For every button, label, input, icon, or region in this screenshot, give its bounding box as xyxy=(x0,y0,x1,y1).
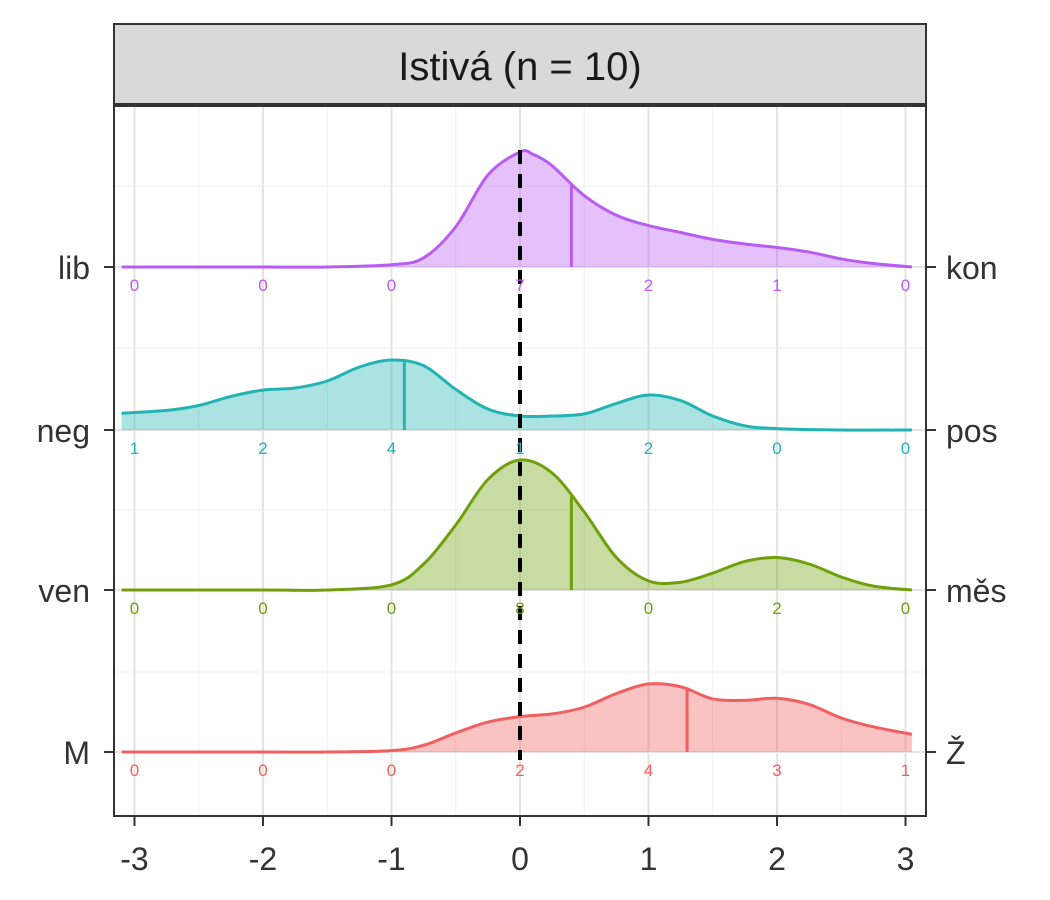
count-label: 2 xyxy=(515,761,524,780)
x-tick-label: -3 xyxy=(120,841,148,877)
count-label: 4 xyxy=(644,761,653,780)
count-label: 0 xyxy=(387,276,396,295)
y-tick-label-right: kon xyxy=(946,250,998,286)
x-tick-label: -1 xyxy=(377,841,405,877)
count-label: 0 xyxy=(387,761,396,780)
density-area xyxy=(121,459,912,591)
count-label: 7 xyxy=(515,276,524,295)
count-label: 0 xyxy=(258,599,267,618)
count-label: 0 xyxy=(901,276,910,295)
y-tick-label-right: Ž xyxy=(946,735,966,771)
count-label: 0 xyxy=(258,276,267,295)
x-tick-label: 3 xyxy=(897,841,915,877)
count-label: 0 xyxy=(130,761,139,780)
density-curve xyxy=(121,682,913,754)
x-tick-label: 0 xyxy=(511,841,529,877)
y-tick-label-left: ven xyxy=(38,573,90,609)
count-label: 2 xyxy=(772,599,781,618)
density-curve xyxy=(121,149,913,269)
count-label: 0 xyxy=(901,599,910,618)
y-tick-label-left: lib xyxy=(58,250,90,286)
count-label: 1 xyxy=(772,276,781,295)
axis-layer: lib kon neg pos ven měs M Ž -3 -2 -1 0 1 2 3 xyxy=(37,250,1007,877)
y-tick-label-right: měs xyxy=(946,573,1006,609)
count-label: 2 xyxy=(644,439,653,458)
count-label-layer: 0 0 0 7 2 1 0 1 2 4 1 2 0 0 0 0 0 8 0 2 0 0 0 0 2 4 3 1 xyxy=(130,276,910,780)
count-label: 0 xyxy=(772,439,781,458)
count-label: 1 xyxy=(901,761,910,780)
strip-background xyxy=(113,23,927,105)
count-label: 1 xyxy=(515,439,524,458)
x-tick-label: 2 xyxy=(768,841,786,877)
count-label: 3 xyxy=(772,761,781,780)
y-tick-label-left: neg xyxy=(37,413,90,449)
x-tick-label: -2 xyxy=(249,841,277,877)
strip-title: Istivá (n = 10) xyxy=(398,45,641,89)
ridge-layer xyxy=(121,149,913,754)
count-label: 2 xyxy=(258,439,267,458)
count-label: 0 xyxy=(901,439,910,458)
count-label: 4 xyxy=(387,439,396,458)
density-curve xyxy=(121,358,912,432)
density-area xyxy=(121,359,912,431)
y-tick-label-right: pos xyxy=(946,413,998,449)
count-label: 0 xyxy=(130,276,139,295)
count-label: 0 xyxy=(387,599,396,618)
count-label: 8 xyxy=(515,599,524,618)
count-label: 0 xyxy=(258,761,267,780)
count-label: 2 xyxy=(644,276,653,295)
count-label: 0 xyxy=(130,599,139,618)
count-label: 1 xyxy=(130,439,139,458)
count-label: 0 xyxy=(644,599,653,618)
density-area xyxy=(121,150,912,268)
x-tick-label: 1 xyxy=(640,841,658,877)
density-curve xyxy=(121,458,913,592)
y-tick-label-left: M xyxy=(63,735,90,771)
